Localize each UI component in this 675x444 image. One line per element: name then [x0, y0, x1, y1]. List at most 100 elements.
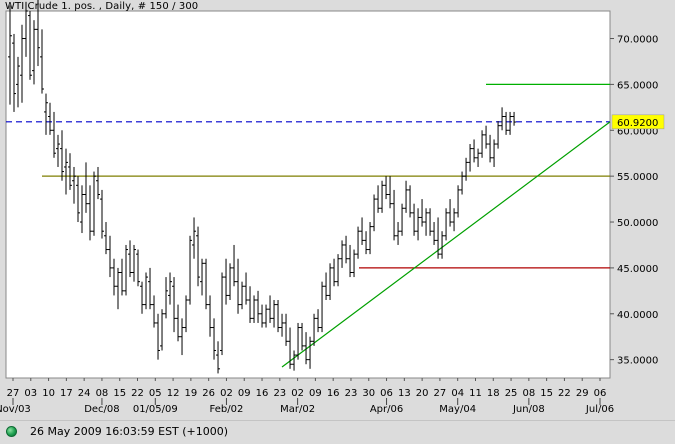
ohlc-bar — [84, 162, 89, 213]
ohlc-bar — [304, 332, 309, 365]
ohlc-bar — [380, 180, 385, 213]
x-day-label: 27 — [7, 388, 20, 399]
ohlc-bar — [336, 254, 341, 287]
ohlc-bar — [500, 107, 505, 131]
ohlc-bar — [156, 313, 161, 360]
ohlc-bar — [276, 300, 281, 333]
ohlc-bar — [120, 258, 125, 296]
ohlc-bar — [272, 300, 277, 328]
ohlc-bar — [80, 185, 85, 234]
current-price-label: 60.9200 — [617, 118, 658, 129]
ohlc-bar — [16, 56, 21, 108]
x-day-label: 09 — [309, 388, 322, 399]
ohlc-bar — [12, 33, 17, 112]
x-month-label: Nov/03 — [0, 404, 31, 415]
ohlc-bar — [200, 258, 205, 296]
ohlc-bar — [8, 5, 12, 105]
y-tick-label: 45.0000 — [617, 264, 658, 275]
ohlc-bar — [124, 244, 129, 296]
ohlc-bar — [460, 171, 465, 195]
current-price-box — [611, 114, 665, 130]
x-day-label: 26 — [202, 388, 215, 399]
ohlc-bar — [208, 295, 213, 337]
ohlc-bar — [496, 121, 501, 149]
ohlc-bar — [372, 194, 377, 232]
ohlc-bar — [224, 258, 229, 305]
x-day-label: 23 — [273, 388, 286, 399]
ohlc-bar — [352, 249, 357, 278]
x-day-label: 08 — [96, 388, 109, 399]
ohlc-bar — [28, 11, 33, 80]
ohlc-bar — [484, 125, 489, 149]
ohlc-bar — [44, 93, 49, 135]
plot-area — [5, 10, 611, 379]
ohlc-bar — [396, 222, 401, 245]
x-day-label: 05 — [149, 388, 162, 399]
ohlc-bar — [428, 208, 433, 236]
ohlc-bar — [436, 217, 441, 259]
ohlc-bar — [24, 1, 29, 57]
ohlc-bar — [132, 244, 137, 282]
ohlc-bar — [452, 208, 457, 232]
y-tick-label: 65.0000 — [617, 80, 658, 91]
trend-line — [281, 121, 611, 368]
x-day-label: 27 — [434, 388, 447, 399]
ohlc-bar — [360, 217, 365, 245]
ohlc-bar — [92, 171, 97, 236]
ohlc-bar — [192, 217, 197, 259]
ohlc-bar — [412, 203, 417, 236]
ohlc-bar — [184, 295, 189, 333]
ohlc-bar — [512, 111, 517, 126]
x-day-label: 23 — [345, 388, 358, 399]
ohlc-bar — [60, 130, 65, 181]
x-day-label: 25 — [505, 388, 518, 399]
ohlc-bar — [284, 313, 289, 346]
ohlc-bar — [164, 277, 169, 319]
x-day-label: 08 — [522, 388, 535, 399]
ohlc-bar — [364, 231, 369, 255]
ohlc-bar — [20, 24, 25, 103]
x-day-label: 03 — [24, 388, 37, 399]
y-tick-label: 70.0000 — [617, 35, 658, 46]
ohlc-bar — [100, 189, 105, 239]
x-day-label: 15 — [540, 388, 553, 399]
x-day-label: 10 — [42, 388, 55, 399]
x-month-label: 01/05/09 — [133, 404, 178, 415]
ohlc-bar — [388, 176, 393, 209]
connection-status-icon — [6, 426, 17, 437]
ohlc-bar — [188, 235, 193, 305]
x-day-label: 13 — [398, 388, 411, 399]
x-month-label: Apr/06 — [370, 404, 403, 415]
x-month-label: Dec/08 — [84, 404, 119, 415]
ohlc-bar — [300, 322, 305, 351]
ohlc-bar — [332, 258, 337, 287]
ohlc-bar — [48, 102, 53, 135]
ohlc-bar — [368, 222, 373, 255]
ohlc-bar — [160, 309, 165, 351]
y-tick-label: 60.0000 — [617, 126, 658, 137]
x-day-label: 22 — [558, 388, 571, 399]
ohlc-bar — [64, 148, 69, 195]
x-day-label: 24 — [78, 388, 91, 399]
ohlc-bar — [116, 267, 121, 310]
ohlc-bar — [96, 166, 101, 200]
x-month-label: Mar/02 — [280, 404, 315, 415]
ohlc-bar — [472, 139, 477, 163]
ohlc-bar — [424, 208, 429, 236]
ohlc-bar — [328, 263, 333, 301]
y-tick-label: 40.0000 — [617, 310, 658, 321]
ohlc-bar — [128, 240, 133, 278]
ohlc-bar — [264, 304, 269, 328]
ohlc-bar — [76, 176, 81, 223]
x-day-label: 06 — [594, 388, 607, 399]
x-day-label: 19 — [185, 388, 198, 399]
ohlc-bar — [40, 29, 45, 94]
price-chart[interactable]: 35.0000 40.0000 45.0000 50.0000 55.0000 60.00… — [0, 0, 675, 420]
ohlc-bar — [228, 263, 233, 301]
ohlc-bar — [104, 222, 109, 255]
ohlc-bar — [504, 111, 509, 135]
x-day-label: 12 — [167, 388, 180, 399]
ohlc-bar — [280, 313, 285, 337]
x-day-label: 15 — [113, 388, 126, 399]
ohlc-bar — [268, 295, 273, 323]
